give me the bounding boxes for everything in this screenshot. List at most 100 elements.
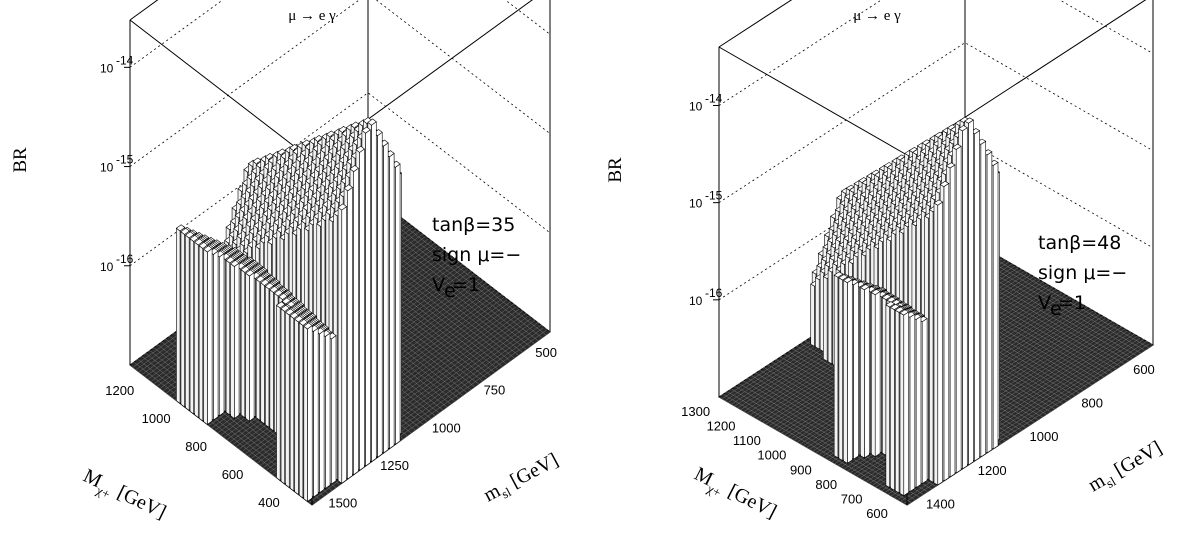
bar bbox=[871, 292, 876, 458]
chart-title: μ → e γ bbox=[288, 8, 336, 24]
bar bbox=[833, 271, 844, 278]
bar bbox=[260, 282, 265, 425]
bar bbox=[185, 231, 195, 239]
box-edge bbox=[718, 46, 908, 156]
bar bbox=[225, 259, 231, 416]
bar bbox=[838, 274, 849, 281]
y-axis-label: msl[GeV] bbox=[1085, 437, 1166, 497]
lego-plot-right: μ → e γBR10-1410-1510-166007008009001000… bbox=[605, 0, 1166, 523]
annotation-ve-main: V bbox=[1038, 292, 1051, 314]
bar bbox=[881, 293, 892, 300]
bar bbox=[894, 306, 905, 313]
annotation-ve-main: V bbox=[432, 274, 445, 296]
bar bbox=[319, 329, 325, 494]
bar bbox=[189, 234, 199, 242]
bar bbox=[962, 127, 968, 470]
z-grid-line bbox=[718, 0, 1154, 106]
bar bbox=[838, 277, 843, 462]
bar bbox=[276, 301, 286, 309]
x-tick-label: 600 bbox=[866, 506, 888, 521]
bar bbox=[377, 131, 383, 459]
y-tick-label: 750 bbox=[484, 383, 506, 398]
bar bbox=[245, 269, 255, 277]
z-tick-exp: -16 bbox=[705, 286, 723, 300]
x-tick-label: 600 bbox=[222, 467, 244, 482]
bar bbox=[349, 165, 359, 173]
x-axis-label: Mχ+ [GeV] bbox=[691, 463, 780, 523]
bar bbox=[909, 313, 916, 493]
bar bbox=[198, 241, 209, 249]
box-edge bbox=[718, 0, 793, 48]
x-tick-label: 1200 bbox=[707, 419, 736, 434]
bar bbox=[240, 265, 251, 273]
annotation-ve-rest: =1 bbox=[1058, 292, 1086, 314]
bar bbox=[890, 306, 895, 491]
bar bbox=[359, 148, 365, 471]
y-tick-label: 1000 bbox=[1030, 429, 1059, 444]
bar bbox=[933, 199, 944, 206]
bar bbox=[260, 278, 270, 286]
bar bbox=[298, 322, 304, 499]
bar bbox=[964, 117, 974, 124]
z-tick-exp: -15 bbox=[705, 189, 723, 203]
bar bbox=[194, 238, 204, 246]
bar bbox=[810, 283, 815, 347]
bar bbox=[928, 209, 934, 483]
bar bbox=[289, 311, 300, 319]
bar bbox=[269, 289, 274, 432]
z-tick-base: 10 bbox=[100, 161, 114, 175]
bar bbox=[269, 285, 279, 293]
y-axis-label-unit: [GeV] bbox=[507, 449, 562, 492]
bar bbox=[885, 301, 896, 308]
x-axis-label-unit: [GeV] bbox=[114, 481, 170, 523]
bar bbox=[294, 318, 299, 496]
bar bbox=[847, 278, 853, 464]
annotation-tanbeta: tanβ=35 bbox=[432, 214, 515, 236]
y-tick-label: 1200 bbox=[978, 463, 1007, 478]
z-tick-base: 10 bbox=[100, 260, 114, 274]
bar bbox=[337, 206, 343, 484]
x-axis-label: Mχ+ [GeV] bbox=[80, 465, 170, 524]
x-tick-label: 1100 bbox=[733, 433, 761, 448]
bar bbox=[833, 274, 839, 459]
y-tick-label: 600 bbox=[1133, 362, 1155, 377]
bar bbox=[273, 289, 284, 297]
bar bbox=[827, 269, 833, 365]
bar bbox=[313, 327, 319, 498]
bar bbox=[324, 332, 331, 490]
bar bbox=[980, 140, 987, 458]
x-tick-label: 900 bbox=[790, 462, 812, 477]
bar bbox=[280, 308, 286, 485]
x-tick-label: 700 bbox=[841, 491, 863, 506]
z-tick-exp: -14 bbox=[705, 92, 723, 106]
bar bbox=[218, 252, 225, 417]
bar bbox=[347, 186, 353, 480]
y-tick-label: 800 bbox=[1081, 396, 1103, 411]
bar bbox=[298, 318, 309, 326]
bar bbox=[194, 241, 199, 419]
bar bbox=[175, 224, 186, 232]
bar bbox=[860, 284, 870, 291]
bar bbox=[176, 227, 181, 405]
z-tick-exp: -15 bbox=[116, 153, 134, 167]
bar bbox=[903, 311, 909, 497]
bar bbox=[240, 269, 246, 419]
bar bbox=[968, 119, 974, 466]
bar bbox=[881, 296, 887, 456]
bar-group bbox=[810, 116, 1001, 497]
bar bbox=[371, 121, 377, 463]
bar bbox=[823, 275, 828, 362]
bar bbox=[885, 304, 890, 489]
bar bbox=[367, 118, 377, 126]
bar bbox=[860, 287, 865, 459]
bar bbox=[394, 163, 401, 446]
bar bbox=[958, 125, 968, 132]
bar bbox=[890, 303, 900, 311]
y-tick-label: 1250 bbox=[380, 458, 409, 473]
bar bbox=[294, 315, 304, 323]
bar-group bbox=[175, 117, 402, 503]
bar bbox=[389, 152, 395, 450]
z-tick-base: 10 bbox=[689, 197, 703, 211]
bar bbox=[870, 288, 881, 296]
